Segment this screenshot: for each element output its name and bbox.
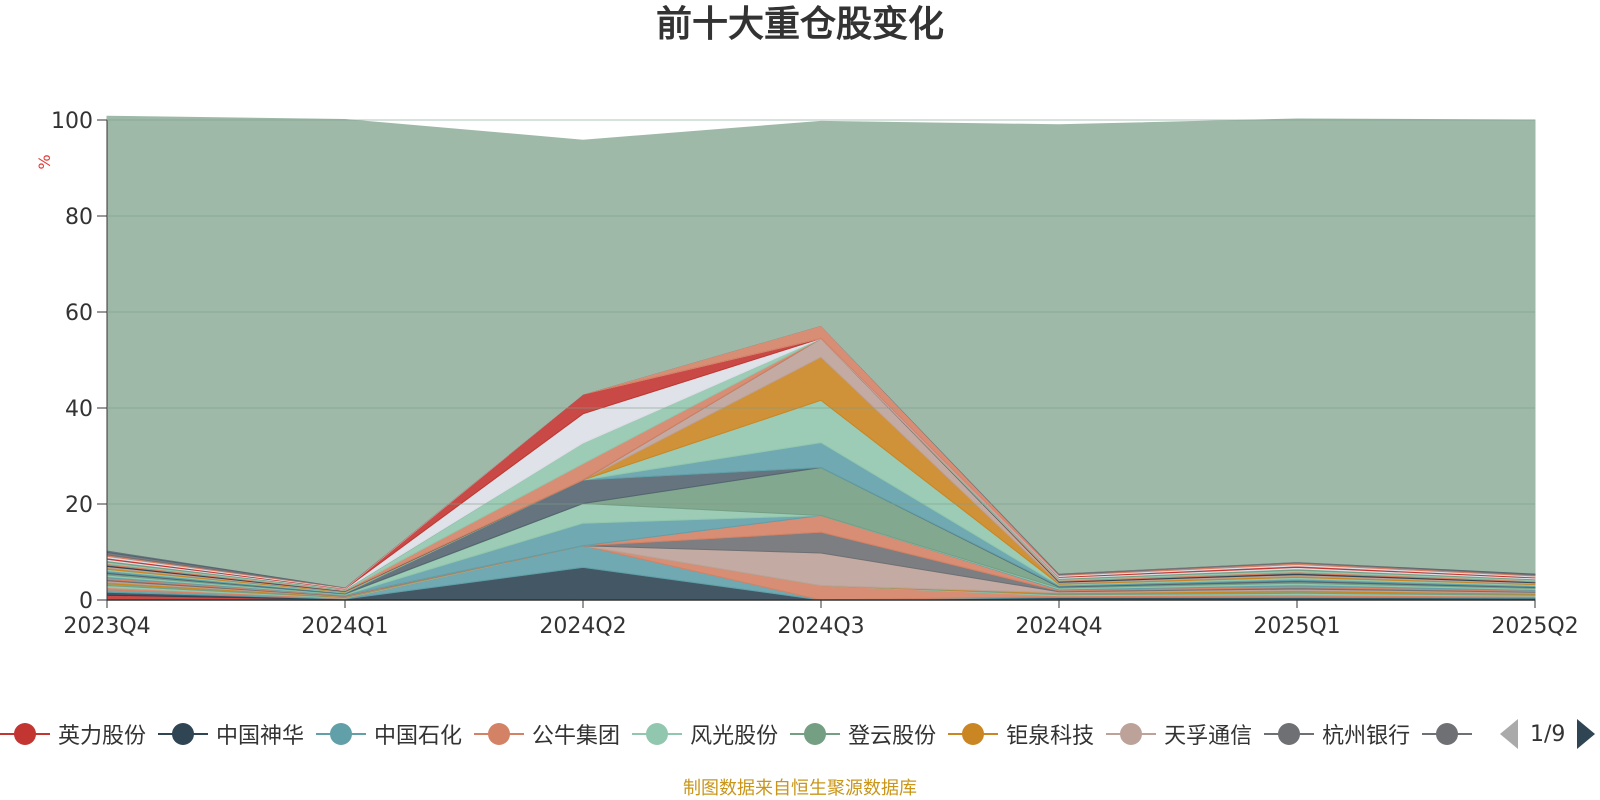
y-tick-label: 80 — [65, 205, 93, 230]
legend-label: 天孚通信 — [1164, 724, 1253, 749]
axes: 0 20 40 60 80 100 2023Q4 2024Q1 2024Q2 2024Q3 2024… — [51, 109, 1579, 639]
grid-lines — [107, 119, 1535, 505]
area-series-29 — [106, 115, 1536, 588]
area-chart: 0 20 40 60 80 100 2023Q4 2024Q1 2024Q2 2024Q3 2024… — [35, 109, 1579, 639]
legend-item[interactable]: 风光股份 — [632, 708, 778, 760]
legend-item[interactable]: 英力股份 — [0, 708, 146, 760]
legend-item[interactable]: 天孚通信 — [1106, 708, 1252, 760]
legend-page-indicator: 1/9 — [1530, 721, 1566, 747]
legend-next-arrow-icon[interactable] — [1577, 719, 1596, 749]
legend-label: 英力股份 — [58, 724, 147, 749]
x-tick-label: 2023Q4 — [63, 614, 150, 639]
chart-title: 前十大重仓股变化 — [655, 4, 944, 45]
legend-marker-icon — [632, 723, 683, 745]
y-tick-label: 100 — [51, 109, 93, 134]
legend-item[interactable]: 钜泉科技 — [948, 708, 1094, 760]
legend-marker-icon — [474, 723, 525, 745]
legend-item-truncated[interactable]: 杭 — [1422, 708, 1480, 760]
legend-marker-icon — [790, 723, 841, 745]
x-tick-label: 2025Q2 — [1491, 614, 1578, 639]
legend-marker-icon — [158, 723, 209, 745]
legend-label: 钜泉科技 — [1006, 724, 1095, 749]
legend-marker-icon — [948, 723, 999, 745]
legend-label: 杭州银行 — [1322, 724, 1411, 749]
x-tick-label: 2024Q2 — [539, 614, 626, 639]
legend: 英力股份 中国神华 中国石化 公牛集团 风光股份 登云股份 钜泉科技 天孚通信 杭州银行杭 — [0, 708, 1480, 760]
legend-marker-icon — [316, 723, 367, 745]
legend-label: 公牛集团 — [532, 724, 621, 749]
legend-item[interactable]: 杭州银行 — [1264, 708, 1410, 760]
y-tick-label: 20 — [65, 493, 93, 518]
legend-label: 中国石化 — [374, 724, 463, 749]
y-tick-label: 0 — [79, 589, 93, 614]
legend-marker-icon — [0, 723, 50, 745]
y-tick-label: 40 — [65, 397, 93, 422]
legend-label: 中国神华 — [216, 724, 305, 749]
x-tick-label: 2024Q4 — [1015, 614, 1102, 639]
x-tick-label: 2025Q1 — [1253, 614, 1340, 639]
legend-marker-icon — [1106, 723, 1157, 745]
legend-item[interactable]: 中国神华 — [158, 708, 304, 760]
x-tick-label: 2024Q3 — [777, 614, 864, 639]
y-axis-unit-label: % — [35, 154, 54, 169]
area-series-group — [106, 115, 1536, 601]
legend-marker-icon — [1422, 723, 1473, 745]
legend-item[interactable]: 中国石化 — [316, 708, 462, 760]
y-tick-label: 60 — [65, 301, 93, 326]
legend-label: 登云股份 — [848, 724, 937, 749]
source-note: 制图数据来自恒生聚源数据库 — [683, 778, 917, 799]
legend-item[interactable]: 登云股份 — [790, 708, 936, 760]
legend-prev-arrow-icon[interactable] — [1500, 719, 1518, 749]
x-tick-label: 2024Q1 — [301, 614, 388, 639]
legend-pager: 1/9 — [1500, 716, 1600, 752]
legend-item[interactable]: 公牛集团 — [474, 708, 620, 760]
legend-label: 风光股份 — [690, 724, 779, 749]
legend-marker-icon — [1264, 723, 1315, 745]
